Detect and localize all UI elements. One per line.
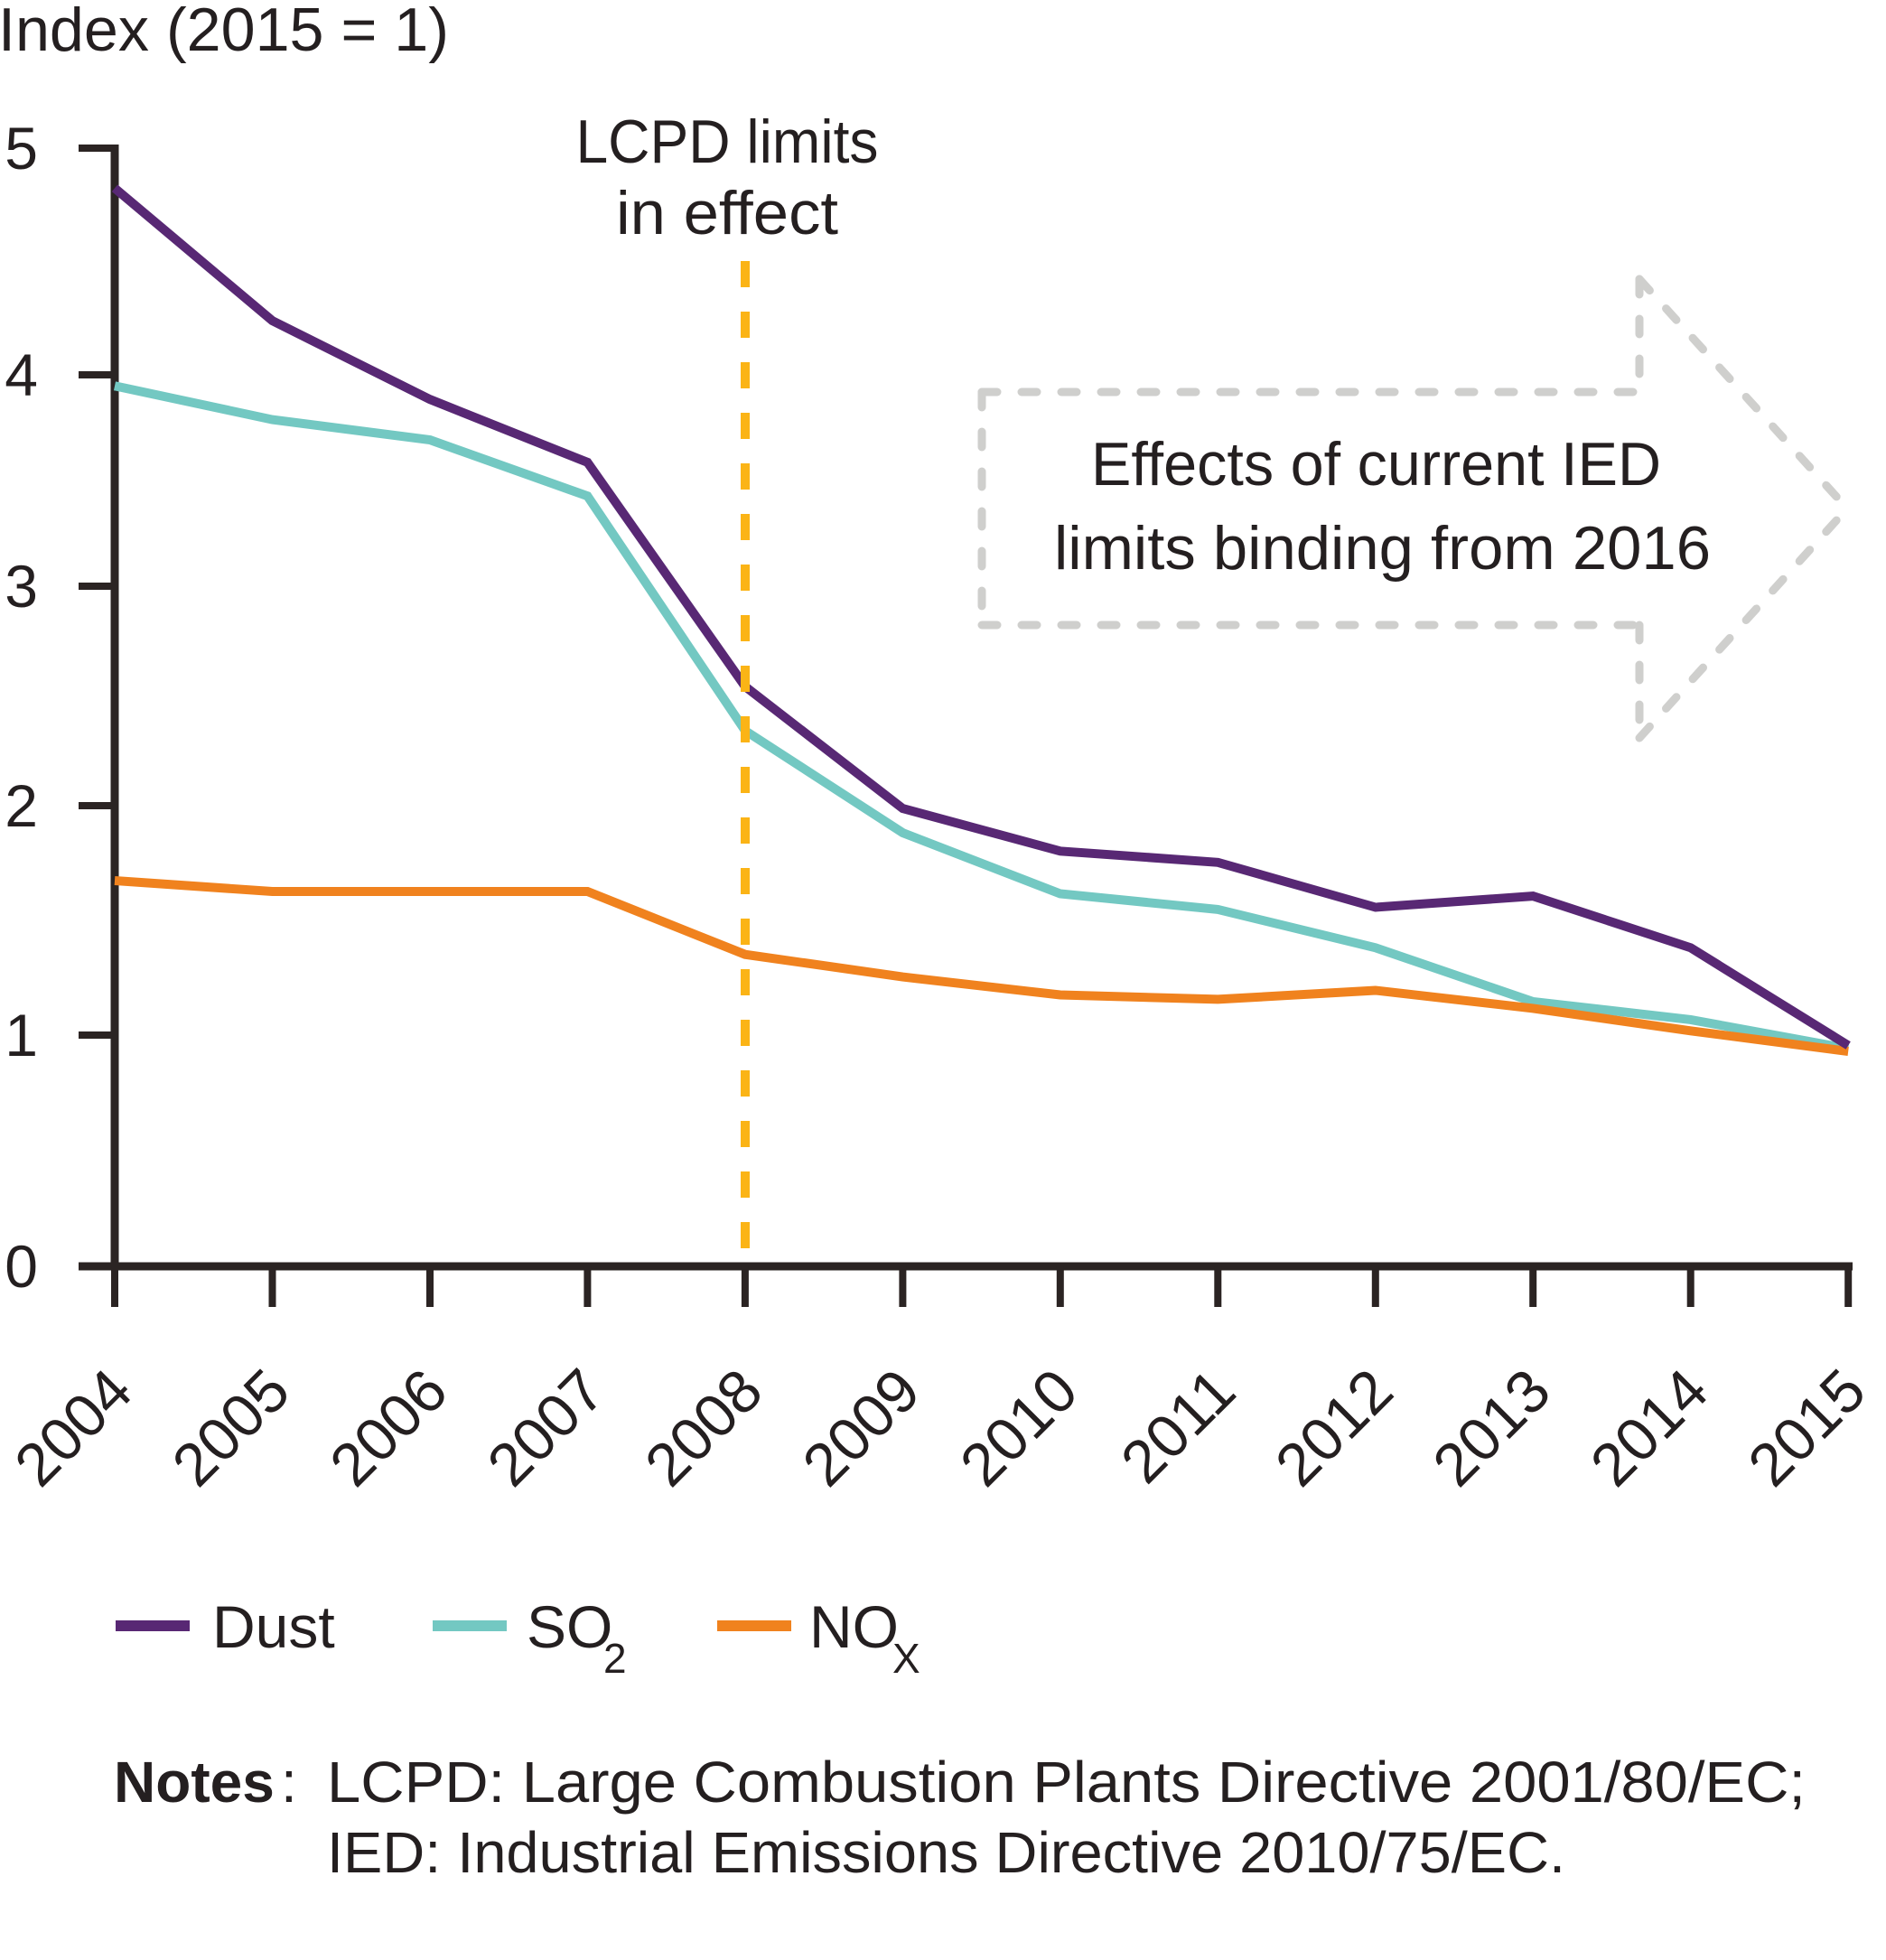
svg-text:2: 2 [603, 1635, 627, 1682]
svg-text:in effect: in effect [616, 179, 838, 247]
svg-text:Index (2015 = 1): Index (2015 = 1) [0, 0, 449, 64]
svg-text:IED: Industrial Emissions Dire: IED: Industrial Emissions Directive 2010… [327, 1820, 1565, 1885]
svg-text:Dust: Dust [212, 1593, 335, 1660]
svg-text:limits binding from 2016: limits binding from 2016 [1054, 514, 1711, 583]
svg-text:Notes: Notes [114, 1750, 275, 1815]
svg-text:Effects of current IED: Effects of current IED [1091, 430, 1661, 499]
svg-text:2: 2 [5, 772, 38, 839]
svg-text:0: 0 [5, 1233, 38, 1300]
svg-text:4: 4 [5, 341, 38, 408]
svg-text:3: 3 [5, 553, 38, 620]
svg-text:LCPD: Large Combustion Plants: LCPD: Large Combustion Plants Directive … [327, 1750, 1806, 1815]
svg-text:LCPD limits: LCPD limits [576, 107, 879, 176]
svg-text:SO: SO [527, 1593, 612, 1660]
svg-text:NO: NO [809, 1593, 899, 1660]
svg-text:1: 1 [5, 1002, 38, 1069]
svg-text:X: X [892, 1635, 920, 1682]
svg-text:5: 5 [5, 115, 38, 182]
svg-text::: : [281, 1750, 297, 1815]
